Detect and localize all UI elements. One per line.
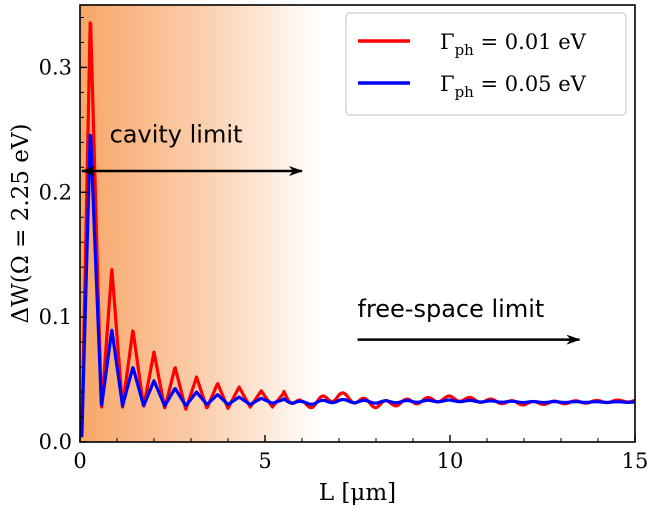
cavity-region-shading (80, 5, 321, 442)
x-tick-label: 5 (258, 449, 271, 473)
legend-label-series-1: Γph = 0.01 eV (440, 30, 587, 59)
y-tick-label: 0.3 (39, 55, 72, 79)
x-axis-title: L [μm] (319, 480, 396, 506)
y-tick-label: 0.1 (39, 305, 72, 329)
legend: Γph = 0.01 eV Γph = 0.05 eV (345, 12, 627, 116)
cavity-limit-label: cavity limit (110, 120, 243, 148)
free-space-limit-label: free-space limit (358, 295, 545, 323)
y-tick-label: 0.0 (39, 430, 72, 454)
legend-label-series-2: Γph = 0.05 eV (440, 72, 587, 101)
legend-box (345, 12, 627, 116)
plot-frame (79, 4, 636, 443)
y-axis-title: ΔW(Ω = 2.25 eV) (8, 124, 34, 324)
x-tick-label: 15 (622, 449, 648, 473)
y-tick-label: 0.2 (39, 180, 72, 204)
x-tick-label: 10 (437, 449, 464, 473)
x-tick-label: 0 (73, 449, 86, 473)
series-line-2 (80, 133, 635, 438)
